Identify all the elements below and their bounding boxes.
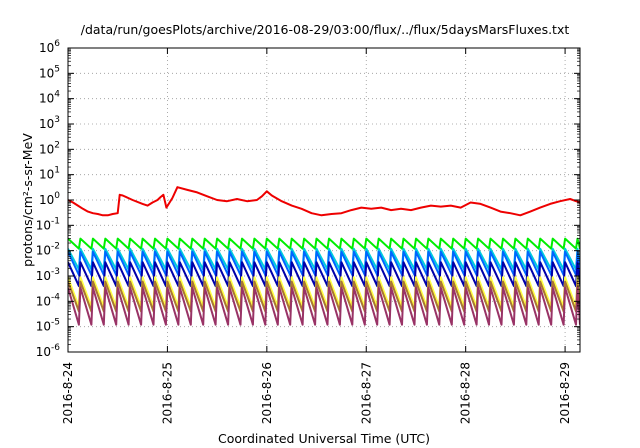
y-tick-label: 100 (39, 191, 60, 207)
y-tick-label: 101 (39, 166, 60, 182)
y-tick-label: 10-3 (36, 267, 60, 283)
x-axis-title: Coordinated Universal Time (UTC) (218, 431, 430, 446)
y-tick-label: 102 (39, 140, 60, 156)
x-tick-label: 2016-8-26 (260, 362, 274, 424)
series-line-5 (68, 261, 580, 288)
y-axis: 106 105 104 103 102 101 100 10-1 10-2 10-3 10-4 10-… (36, 39, 580, 359)
x-tick-label: 2016-8-24 (61, 362, 75, 424)
x-tick-label: 2016-8-29 (558, 362, 572, 424)
y-tick-label: 10-6 (36, 343, 61, 359)
y-tick-label: 10-4 (36, 292, 61, 308)
y-tick-label: 10-1 (36, 216, 60, 232)
y-tick-label: 10-5 (36, 318, 60, 334)
x-tick-label: 2016-8-28 (459, 362, 473, 424)
y-tick-label: 103 (39, 115, 60, 131)
y-tick-label: 106 (39, 39, 60, 55)
series-layer (68, 186, 580, 326)
x-tick-label: 2016-8-25 (160, 362, 174, 424)
chart-title: /data/run/goesPlots/archive/2016-08-29/0… (81, 22, 570, 37)
y-tick-label: 104 (39, 90, 60, 106)
y-tick-label: 105 (39, 64, 60, 80)
series-line-8 (68, 286, 580, 326)
x-tick-label: 2016-8-27 (359, 362, 373, 424)
y-tick-label: 10-2 (36, 242, 60, 258)
x-axis: 2016-8-24 2016-8-25 2016-8-26 2016-8-27 2016… (61, 48, 572, 424)
y-axis-title: protons/cm²-s-sr-MeV (20, 133, 35, 267)
series-line-2 (68, 237, 580, 250)
series-line-1 (68, 186, 580, 217)
